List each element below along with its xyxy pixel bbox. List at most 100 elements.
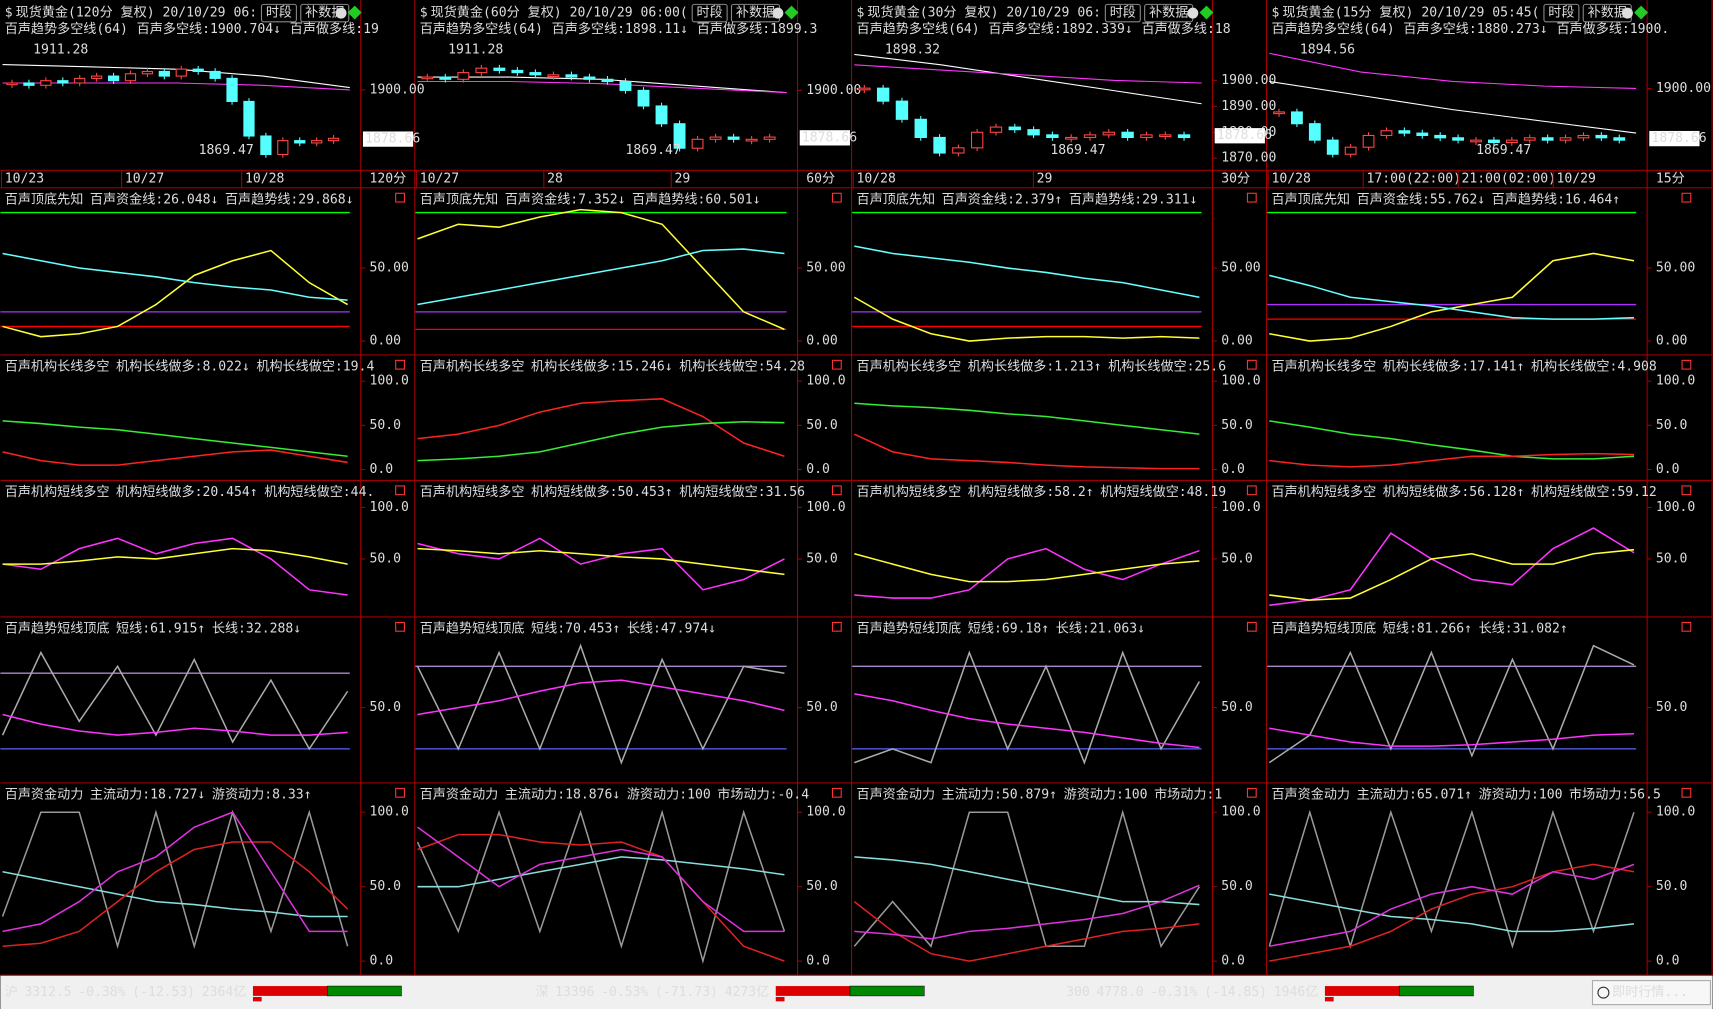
high-label: 1894.56: [1300, 43, 1355, 58]
y-tick-label: 0.0: [1656, 462, 1680, 477]
settings-icon[interactable]: [1187, 7, 1199, 19]
index-chg: (-14.85): [1204, 985, 1267, 1000]
toolbar-button[interactable]: 时段: [1110, 5, 1136, 21]
low-label: 1869.47: [199, 143, 254, 158]
candle: [1398, 130, 1411, 134]
candle: [1487, 139, 1500, 144]
settings-icon[interactable]: [1621, 7, 1633, 19]
panel-menu[interactable]: [831, 621, 842, 632]
indicator-label: 机构长线做空:19.4: [256, 358, 374, 374]
indicator-label: 机构长线做空:4.908: [1531, 358, 1657, 374]
panel-menu[interactable]: [1246, 192, 1257, 203]
panel-menu[interactable]: [1681, 485, 1692, 496]
indicator-label: 市场动力:1: [1154, 785, 1222, 802]
y-tick-label: 1870.00: [1221, 151, 1276, 166]
indicator-line: [853, 296, 1200, 342]
toolbar-button[interactable]: 补数据: [1588, 5, 1627, 21]
candle: [895, 100, 909, 120]
panel-menu[interactable]: [831, 485, 842, 496]
panel-menu[interactable]: [1681, 192, 1692, 203]
indicator-line: [854, 553, 1200, 583]
y-tick-label: 0.0: [1656, 954, 1680, 969]
indicator-line: [854, 402, 1200, 435]
toolbar-button[interactable]: 补数据: [1149, 5, 1188, 21]
panel-menu[interactable]: [395, 485, 405, 496]
indicator-line: [2, 547, 348, 565]
indicator-label: 短线:69.18↑: [968, 620, 1049, 636]
index-pct: -0.31%: [1150, 985, 1197, 1000]
breadth-tick: [775, 996, 785, 1002]
y-tick-label: 100.0: [369, 500, 409, 515]
breadth-down: [775, 986, 851, 996]
y-tick-label: 50.0: [806, 879, 838, 894]
y-tick-label: 100.0: [1656, 500, 1696, 515]
panel-menu[interactable]: [1246, 485, 1257, 496]
candle: [40, 80, 52, 86]
indicator-line: [854, 245, 1200, 299]
indicator-line: [2, 420, 348, 458]
y-tick-label: 1890.00: [1221, 99, 1276, 114]
high-label: 1911.28: [448, 43, 503, 58]
indicator-line: [417, 537, 785, 591]
indicator-label: 百声资金线:26.048↓: [90, 191, 219, 207]
candle: [637, 89, 650, 107]
toolbar-button[interactable]: 补数据: [736, 5, 775, 21]
indicator-line: [853, 900, 1200, 962]
indicator-line: [1269, 863, 1635, 948]
candle: [327, 137, 340, 142]
panel-menu[interactable]: [831, 359, 842, 370]
candle: [914, 118, 927, 139]
panel-menu[interactable]: [1681, 787, 1692, 798]
ma-label: 百声多空线:1898.11↓: [552, 20, 688, 37]
breadth-down: [252, 986, 328, 996]
quote-button-frame[interactable]: [1591, 980, 1711, 1006]
candle: [192, 68, 204, 73]
candle: [673, 123, 686, 149]
panel-menu[interactable]: [1681, 621, 1692, 632]
ma-label: 百声多空线:1892.339↓: [988, 20, 1132, 37]
panel-menu[interactable]: [831, 787, 842, 798]
panel-menu[interactable]: [395, 359, 405, 370]
indicator-label: 百声资金动力: [5, 786, 84, 802]
toolbar-button[interactable]: 时段: [697, 5, 723, 21]
indicator-line: [853, 433, 1200, 470]
toolbar-button[interactable]: 时段: [266, 5, 292, 21]
candle: [124, 73, 137, 82]
candle: [952, 147, 965, 154]
settings-icon[interactable]: [772, 7, 784, 19]
toolbar-button[interactable]: 时段: [1548, 5, 1574, 21]
toolbar-button[interactable]: 补数据: [305, 5, 344, 21]
panel-menu[interactable]: [1246, 787, 1257, 798]
panel-menu[interactable]: [1246, 359, 1257, 370]
index-name: 300: [1066, 985, 1090, 1000]
settings-icon[interactable]: [335, 7, 347, 19]
candle: [1344, 146, 1357, 155]
indicator-label: 长线:32.288↓: [212, 620, 301, 636]
y-tick-label: 50.0: [1221, 879, 1253, 894]
panel-menu[interactable]: [1681, 359, 1692, 370]
candle: [745, 138, 758, 142]
indicator-label: 百声资金线:7.352↓: [505, 191, 626, 207]
candle: [243, 100, 255, 137]
indicator-label: 市场动力:56.5: [1569, 785, 1661, 802]
ma-label: 百声多空线:1880.273↓: [1403, 20, 1547, 37]
last-price: 1878.66: [1217, 128, 1272, 143]
quote-button[interactable]: 即时行情...: [1612, 984, 1688, 1000]
panel-menu[interactable]: [395, 621, 405, 632]
indicator-label: 市场动力:-0.4: [717, 785, 809, 802]
panel-menu[interactable]: [1246, 621, 1257, 632]
y-tick-label: 50.0: [369, 551, 401, 566]
indicator-line: [854, 856, 1200, 906]
panel-menu[interactable]: [395, 787, 405, 798]
y-tick-label: 50.0: [1656, 551, 1688, 566]
index-price: 3312.5: [24, 985, 71, 1000]
panel-menu[interactable]: [395, 192, 405, 203]
indicator-label: 百声顶底先知: [856, 190, 935, 207]
indicator-line: [1269, 274, 1635, 320]
indicator-line: [1269, 548, 1635, 601]
panel-menu[interactable]: [831, 192, 842, 203]
indicator-label: 游资动力:8.33↑: [212, 786, 312, 802]
indicator-line: [417, 248, 785, 306]
index-name: 沪: [5, 984, 18, 1000]
